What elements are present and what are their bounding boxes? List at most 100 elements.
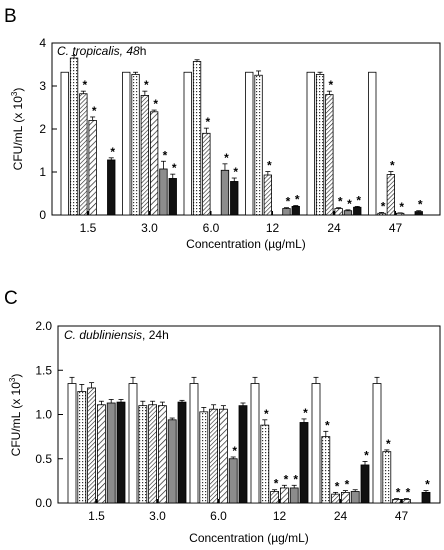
significance-star: * (335, 479, 340, 493)
y-tick-label: 0.5 (35, 452, 52, 466)
bar (360, 464, 370, 504)
y-label-end-b: ) (11, 88, 25, 92)
plot-area-c: C. dubliniensis, 24h 0.0 0.5 1.0 1.5 2.0 1.5… (35, 319, 441, 523)
significance-star: * (390, 159, 395, 173)
significance-star: * (224, 151, 229, 165)
bar (77, 391, 87, 504)
significance-star: * (406, 486, 411, 500)
x-tick-label: 24 (334, 509, 348, 523)
bar (299, 422, 309, 504)
significance-star: * (329, 78, 334, 92)
bar (67, 383, 77, 504)
significance-star: * (425, 478, 430, 492)
bar (138, 405, 148, 504)
bar (401, 499, 411, 504)
significance-star: * (206, 115, 211, 129)
bar (220, 169, 230, 216)
x-tick-label: 12 (266, 221, 280, 235)
y-tick-label: 0.0 (35, 496, 52, 510)
bar (183, 71, 192, 216)
bar (353, 206, 362, 216)
significance-star: * (274, 477, 279, 491)
bar (245, 71, 254, 216)
bar (87, 387, 97, 504)
bar (199, 411, 209, 504)
y-ticks-c: 0.0 0.5 1.0 1.5 2.0 (35, 319, 63, 510)
bars-c: * * * * * * * * * * * * * * (67, 376, 431, 504)
bar (60, 71, 69, 216)
significance-star: * (232, 444, 237, 458)
y-tick-label: 4 (39, 36, 46, 50)
bars-b: * * * * * * * * * * * * * * * * * * * * * (60, 55, 423, 216)
bar (263, 174, 273, 216)
x-tick-label: 47 (395, 509, 409, 523)
bar (279, 487, 289, 504)
bar (386, 174, 396, 216)
bar (260, 424, 270, 504)
bar (122, 71, 131, 216)
significance-star: * (347, 197, 352, 211)
bar (159, 168, 168, 216)
bar (250, 383, 260, 504)
significance-star: * (267, 159, 272, 173)
bar (107, 159, 116, 216)
chart-title-suffix-c: , 24h (142, 328, 169, 342)
bar (421, 491, 431, 504)
significance-star: * (295, 193, 300, 207)
y-tick-label: 1 (39, 165, 46, 179)
y-label-main-b: CFU/mL (x 10 (11, 96, 25, 171)
bar (414, 211, 423, 216)
significance-star: * (303, 406, 308, 420)
y-tick-label: 0 (39, 208, 46, 222)
significance-star: * (284, 472, 289, 486)
bar (192, 61, 202, 216)
bar (291, 205, 300, 216)
chart-title-italic-c: C. dubliniensis (64, 328, 142, 342)
y-label-main-c: CFU/mL (x 10 (9, 382, 23, 457)
bar (228, 458, 238, 504)
y-tick-label: 1.5 (35, 363, 52, 377)
x-tick-label: 6.0 (203, 221, 220, 235)
y-axis-label-c: CFU/mL (x 103) (8, 374, 23, 457)
bar (116, 401, 126, 504)
panel-label-c: C (4, 288, 18, 309)
bar (209, 408, 219, 504)
bar (340, 491, 350, 504)
significance-star: * (264, 407, 269, 421)
bar (289, 487, 299, 504)
chart-title-suffix-b: h (140, 44, 147, 58)
x-tick-label: 1.5 (88, 509, 105, 523)
x-tick-label: 3.0 (141, 221, 158, 235)
significance-star: * (386, 437, 391, 451)
bar (97, 404, 106, 504)
bar (350, 491, 360, 504)
bar (334, 208, 343, 216)
panel-c: C C. dubliniensis, 24h 0.0 0.5 1.0 1.5 2.0 1… (4, 288, 441, 545)
significance-star: * (172, 161, 177, 175)
chart-title-italic-b: C. tropicalis, 48 (57, 44, 140, 58)
significance-star: * (418, 198, 423, 212)
bar (158, 405, 167, 504)
y-label-end-c: ) (9, 374, 23, 378)
bar (325, 94, 334, 216)
bar (148, 404, 157, 504)
significance-star: * (356, 193, 361, 207)
bar (392, 499, 402, 504)
significance-star: * (233, 165, 238, 179)
bar (321, 436, 331, 504)
y-ticks-b: 0 1 2 3 4 (39, 36, 57, 222)
y-tick-label: 2 (39, 122, 46, 136)
bar (150, 111, 159, 216)
significance-star: * (83, 78, 88, 92)
bar (368, 71, 377, 216)
significance-star: * (144, 78, 149, 92)
significance-star: * (110, 145, 115, 159)
bar (311, 383, 321, 504)
bar (140, 95, 149, 216)
significance-star: * (293, 472, 298, 486)
bar (282, 208, 291, 216)
chart-title-c: C. dubliniensis, 24h (64, 328, 169, 342)
significance-star: * (345, 478, 350, 492)
